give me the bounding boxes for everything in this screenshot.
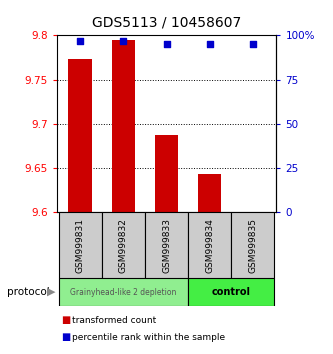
Text: ■: ■ [62, 315, 71, 325]
Bar [231, 212, 274, 278]
Text: GSM999831: GSM999831 [76, 218, 85, 273]
Point [121, 38, 126, 44]
Bar [155, 136, 178, 212]
Text: protocol: protocol [7, 287, 49, 297]
Bar [188, 212, 231, 278]
Point [78, 38, 83, 44]
Text: GSM999832: GSM999832 [119, 218, 128, 273]
Bar [59, 212, 102, 278]
Text: ▶: ▶ [47, 287, 56, 297]
Text: transformed count: transformed count [72, 316, 156, 325]
Bar [198, 174, 221, 212]
Text: GSM999833: GSM999833 [162, 218, 171, 273]
Text: GSM999835: GSM999835 [248, 218, 257, 273]
Text: control: control [212, 287, 251, 297]
Text: Grainyhead-like 2 depletion: Grainyhead-like 2 depletion [70, 287, 176, 297]
Bar [102, 212, 145, 278]
Bar [112, 40, 135, 212]
Text: percentile rank within the sample: percentile rank within the sample [72, 332, 225, 342]
Text: ■: ■ [62, 332, 71, 342]
Text: GDS5113 / 10458607: GDS5113 / 10458607 [92, 16, 241, 30]
Text: GSM999834: GSM999834 [205, 218, 214, 273]
Bar [241, 211, 264, 212]
Bar [69, 59, 92, 212]
Bar [59, 278, 188, 306]
Bar [188, 278, 274, 306]
Point [207, 41, 212, 47]
Point [250, 41, 255, 47]
Point [164, 41, 169, 47]
Bar [145, 212, 188, 278]
